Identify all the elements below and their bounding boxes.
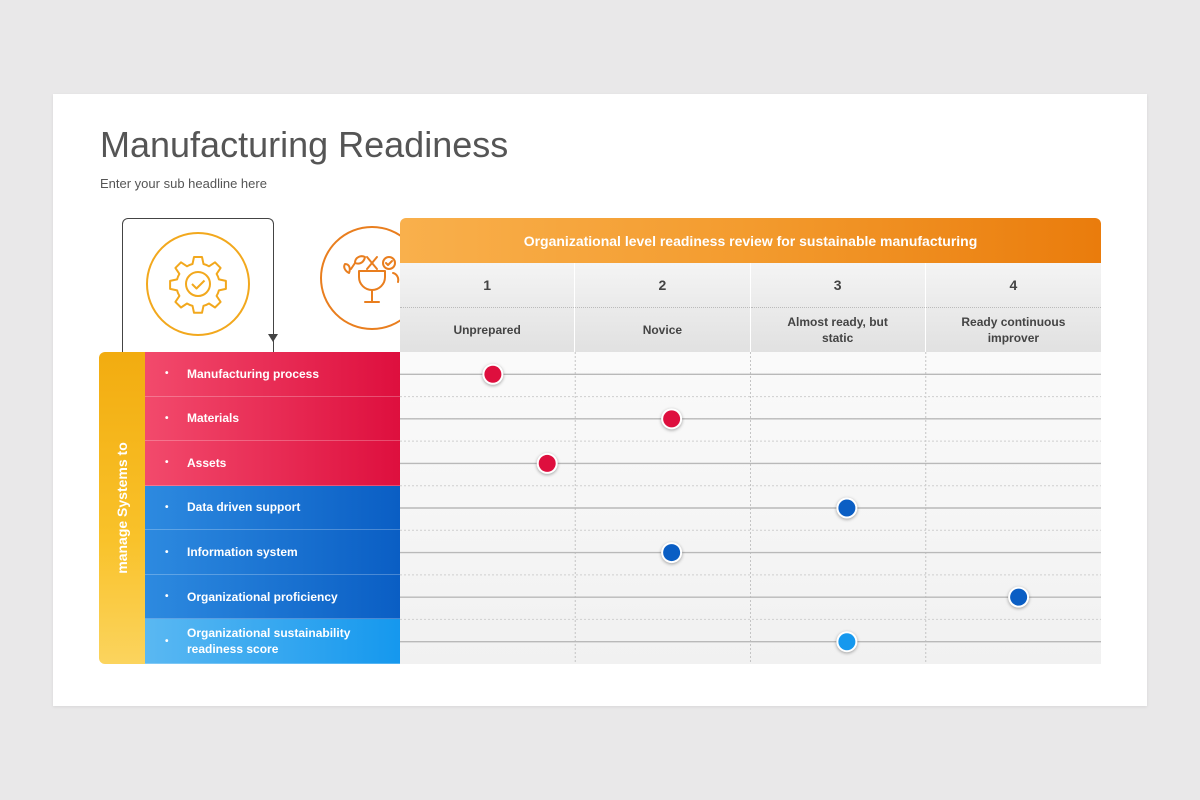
level-column-4: 4 Ready continuous improver: [925, 263, 1101, 352]
bullet-icon: •: [165, 635, 169, 647]
criteria-label: Organizational sustainability readiness …: [187, 626, 351, 657]
bullet-icon: •: [165, 501, 169, 513]
criteria-row: • Information system: [145, 530, 400, 575]
readiness-marker: [838, 499, 856, 517]
bullet-icon: •: [165, 368, 169, 380]
criteria-label: Data driven support: [187, 500, 301, 515]
readiness-marker: [838, 633, 856, 651]
criteria-label: Assets: [187, 455, 227, 470]
page-title: Manufacturing Readiness: [100, 124, 509, 165]
criteria-label: Materials: [187, 411, 240, 426]
level-column-3: 3 Almost ready, but static: [750, 263, 926, 352]
level-column-2: 2 Novice: [575, 263, 751, 352]
level-number: 2: [575, 263, 750, 308]
criteria-row: • Data driven support: [145, 485, 400, 531]
side-label: manage Systems to: [114, 442, 130, 574]
readiness-marker: [1010, 588, 1028, 606]
gear-check-icon: [146, 232, 250, 336]
page-subtitle: Enter your sub headline here: [100, 176, 267, 191]
bullet-icon: •: [165, 591, 169, 603]
arrow-down-icon: [268, 334, 278, 342]
criteria-label: Organizational proficiency: [187, 589, 338, 604]
level-column-1: 1 Unprepared: [400, 263, 576, 352]
criteria-row: • Manufacturing process: [145, 352, 400, 397]
level-number: 4: [925, 263, 1101, 308]
level-name: Novice: [642, 323, 683, 337]
level-name: Almost ready, but static: [787, 315, 888, 345]
criteria-row: • Assets: [145, 441, 400, 486]
bullet-icon: •: [165, 457, 169, 469]
readiness-marker: [484, 365, 502, 383]
bullet-icon: •: [165, 546, 169, 558]
criteria-row: • Organizational sustainability readiness…: [145, 619, 400, 664]
criteria-label: Information system: [187, 545, 298, 560]
level-number: 1: [400, 263, 575, 308]
connector-bracket: [122, 218, 274, 352]
level-name: Ready continuous improver: [961, 315, 1066, 345]
readiness-marker: [538, 454, 556, 472]
side-strip: [99, 352, 145, 664]
readiness-marker: [663, 410, 681, 428]
level-number: 3: [750, 263, 925, 308]
level-name: Unprepared: [453, 323, 521, 337]
criteria-label: Manufacturing process: [187, 366, 320, 381]
bullet-icon: •: [165, 412, 169, 424]
criteria-list: • Manufacturing process • Materials • Asset…: [145, 352, 400, 664]
criteria-row: • Organizational proficiency: [145, 574, 400, 620]
criteria-row: • Materials: [145, 396, 400, 442]
readiness-grid: [400, 352, 1101, 664]
review-header: Organizational level readiness review fo…: [400, 218, 1101, 263]
level-header-row: 1 Unprepared 2 Novice 3 Almost ready, bu…: [400, 263, 1101, 352]
readiness-marker: [663, 544, 681, 562]
readiness-grid-svg: [400, 352, 1101, 664]
